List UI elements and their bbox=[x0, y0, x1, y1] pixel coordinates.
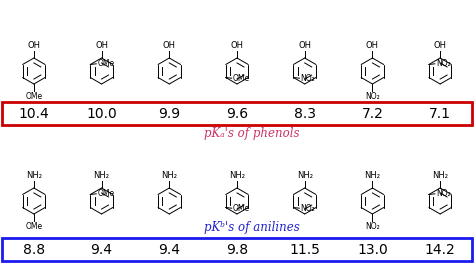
Text: OMe: OMe bbox=[97, 59, 114, 68]
Text: 7.2: 7.2 bbox=[362, 106, 383, 120]
FancyBboxPatch shape bbox=[2, 238, 472, 261]
Text: OMe: OMe bbox=[25, 222, 42, 231]
Text: OH: OH bbox=[434, 41, 447, 50]
Text: pKₐ's of phenols: pKₐ's of phenols bbox=[204, 127, 300, 139]
Text: NO₂: NO₂ bbox=[436, 189, 451, 198]
Text: OH: OH bbox=[298, 41, 311, 50]
Text: OH: OH bbox=[163, 41, 176, 50]
Text: 8.8: 8.8 bbox=[23, 243, 45, 256]
Text: OH: OH bbox=[95, 41, 108, 50]
Text: 9.8: 9.8 bbox=[226, 243, 248, 256]
Text: NO₂: NO₂ bbox=[365, 92, 380, 101]
Text: 9.4: 9.4 bbox=[91, 243, 112, 256]
Text: NH₂: NH₂ bbox=[93, 171, 109, 180]
Text: 10.0: 10.0 bbox=[86, 106, 117, 120]
Text: NO₂: NO₂ bbox=[436, 59, 451, 68]
Text: NH₂: NH₂ bbox=[229, 171, 245, 180]
Text: NH₂: NH₂ bbox=[365, 171, 381, 180]
Text: pKᵇ's of anilines: pKᵇ's of anilines bbox=[204, 222, 300, 235]
Text: 14.2: 14.2 bbox=[425, 243, 456, 256]
Text: 8.3: 8.3 bbox=[294, 106, 316, 120]
Text: NH₂: NH₂ bbox=[297, 171, 313, 180]
Text: NH₂: NH₂ bbox=[432, 171, 448, 180]
Text: 11.5: 11.5 bbox=[289, 243, 320, 256]
Text: OMe: OMe bbox=[97, 189, 114, 198]
Text: 10.4: 10.4 bbox=[18, 106, 49, 120]
Text: 9.9: 9.9 bbox=[158, 106, 180, 120]
Text: NH₂: NH₂ bbox=[161, 171, 177, 180]
Text: OMe: OMe bbox=[233, 74, 250, 83]
Text: NH₂: NH₂ bbox=[26, 171, 42, 180]
Text: NO₂: NO₂ bbox=[301, 74, 315, 83]
Text: 7.1: 7.1 bbox=[429, 106, 451, 120]
Text: OMe: OMe bbox=[25, 92, 42, 101]
FancyBboxPatch shape bbox=[2, 102, 472, 125]
Text: OH: OH bbox=[27, 41, 40, 50]
Text: OH: OH bbox=[366, 41, 379, 50]
Text: 9.6: 9.6 bbox=[226, 106, 248, 120]
Text: OH: OH bbox=[230, 41, 244, 50]
Text: NO₂: NO₂ bbox=[301, 204, 315, 213]
Text: 13.0: 13.0 bbox=[357, 243, 388, 256]
Text: OMe: OMe bbox=[233, 204, 250, 213]
Text: NO₂: NO₂ bbox=[365, 222, 380, 231]
Text: 9.4: 9.4 bbox=[158, 243, 180, 256]
